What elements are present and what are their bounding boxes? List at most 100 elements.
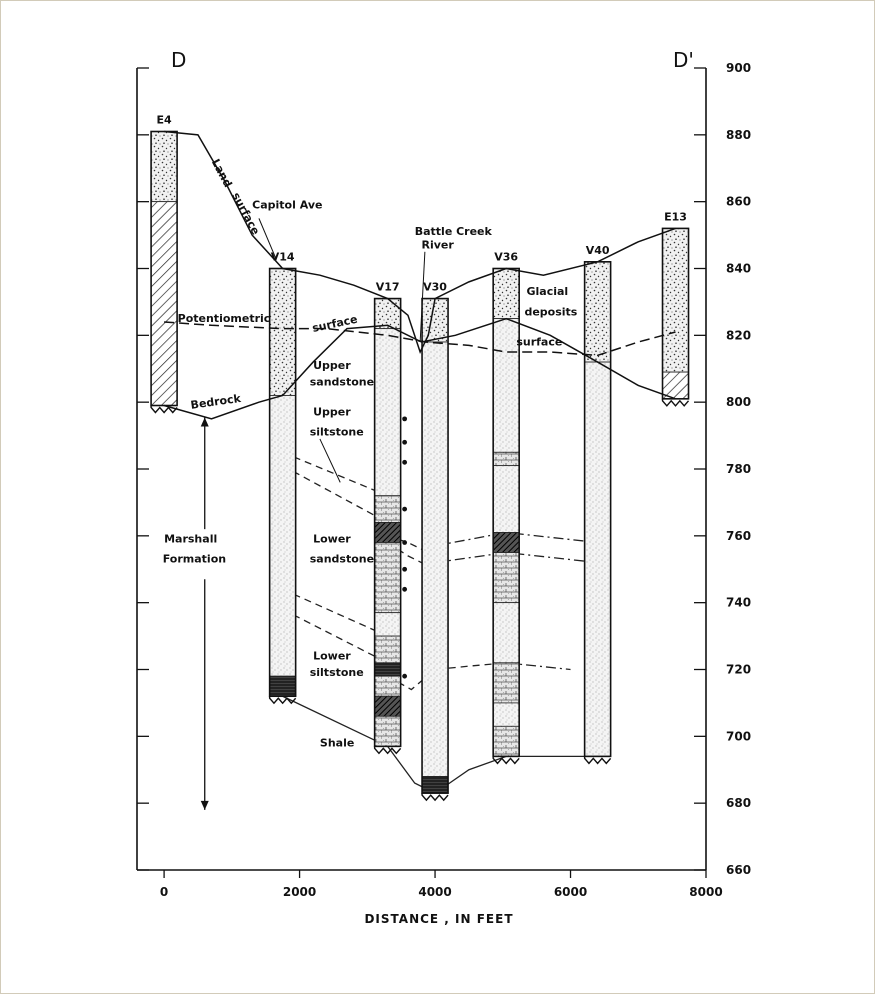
section-left-label: D — [171, 48, 186, 72]
well-v36-unit-7 — [492, 662, 520, 704]
v17-marker-5 — [402, 566, 408, 572]
well-v36-unit-2 — [492, 451, 520, 467]
capitol-ave-label: Capitol Ave — [252, 198, 322, 211]
v17-marker-6 — [402, 586, 408, 592]
y-tick-label-760: 760 — [726, 529, 751, 543]
well-label-v14: V14 — [271, 251, 295, 264]
lower-sandstone-label: Lower — [313, 533, 351, 546]
well-label-v17: V17 — [376, 281, 400, 294]
correlation-lines — [282, 451, 598, 794]
v17-marker-3 — [402, 506, 408, 512]
well-v30-unit-1 — [421, 341, 449, 777]
well-e13-unit-0 — [662, 227, 689, 373]
land-surface-label-2: surface — [229, 190, 262, 237]
v17-marker-2 — [402, 459, 408, 465]
correlation-line-6 — [282, 588, 388, 637]
well-v30-unit-2 — [421, 776, 449, 794]
well-e4: E4 — [150, 113, 178, 414]
lower-sandstone-label-2: sandstone — [310, 553, 374, 566]
well-v17-unit-6 — [374, 635, 402, 664]
well-v17-unit-1 — [374, 328, 402, 497]
land-surface-line — [164, 130, 676, 355]
correlation-line-10 — [282, 695, 388, 747]
correlation-line-5 — [434, 551, 598, 564]
section-right-label: D' — [673, 48, 694, 72]
upper-sandstone-label-2: sandstone — [310, 375, 374, 388]
correlation-line-0 — [282, 451, 388, 497]
correlation-line-8 — [387, 662, 507, 691]
well-v40-unit-1 — [584, 361, 612, 757]
well-v36-unit-0 — [492, 268, 520, 320]
glacial-deposits-label: Glacial — [526, 285, 568, 298]
y-tick-label-820: 820 — [726, 328, 751, 342]
upper-sandstone-label: Upper — [313, 359, 351, 372]
well-v30: V30 — [421, 281, 449, 802]
x-tick-label-4000: 4000 — [418, 885, 451, 899]
well-v17-unit-8 — [374, 675, 402, 697]
well-v14-unit-1 — [269, 395, 297, 677]
well-v36-unit-8 — [492, 702, 520, 727]
river-pointer — [419, 251, 426, 343]
marshall-arrowhead-up — [200, 417, 209, 427]
bedrock-surface-line — [163, 317, 676, 420]
well-v30-base — [421, 793, 449, 802]
x-tick-label-8000: 8000 — [689, 885, 722, 899]
well-columns: E4 V14 V17 V30 V36 V40 E13 — [150, 113, 690, 802]
potentiometric-surface-line — [164, 321, 676, 357]
well-v36-base — [492, 756, 520, 765]
marshall-arrowhead-down — [200, 800, 209, 810]
well-v36-unit-3 — [492, 465, 520, 533]
well-v36-unit-1 — [492, 318, 520, 453]
marshall-label: Marshall — [164, 533, 217, 546]
y-tick-label-860: 860 — [726, 195, 751, 209]
well-v36-unit-6 — [492, 602, 520, 664]
upper-siltstone-pointer — [319, 438, 341, 483]
y-tick-label-740: 740 — [726, 596, 751, 610]
lower-siltstone-label: Lower — [313, 649, 351, 662]
well-e13-unit-1 — [662, 371, 689, 400]
surface-right-label: surface — [516, 335, 562, 348]
well-v14-base — [268, 696, 297, 705]
well-v17-unit-7 — [374, 662, 402, 677]
y-tick-label-720: 720 — [726, 663, 751, 677]
well-v17-unit-2 — [374, 495, 402, 523]
y-tick-label-880: 880 — [726, 128, 751, 142]
well-v36-unit-5 — [492, 552, 520, 604]
well-e4-base — [150, 405, 178, 414]
capitol-ave-pointer — [258, 218, 277, 259]
well-e4-unit-1 — [150, 201, 178, 406]
well-label-e13: E13 — [664, 210, 687, 223]
well-e4-unit-0 — [150, 131, 178, 203]
well-v40: V40 — [583, 244, 612, 765]
well-v17-unit-5 — [374, 612, 402, 637]
x-tick-label-2000: 2000 — [283, 885, 316, 899]
correlation-line-7 — [282, 608, 388, 664]
x-tick-label-6000: 6000 — [554, 885, 587, 899]
y-tick-label-800: 800 — [726, 395, 751, 409]
y-tick-label-840: 840 — [726, 262, 751, 276]
x-axis-title: DISTANCE , IN FEET — [364, 912, 513, 926]
well-v36-unit-4 — [492, 532, 520, 553]
y-tick-label-780: 780 — [726, 462, 751, 476]
well-v40-base — [583, 756, 612, 765]
upper-siltstone-label-2: siltstone — [310, 426, 364, 439]
marshall-label-2: Formation — [163, 553, 226, 566]
y-tick-label-700: 700 — [726, 729, 751, 743]
y-tick-label-680: 680 — [726, 796, 751, 810]
correlation-line-12 — [434, 755, 598, 794]
land-surface-label: Land — [209, 157, 235, 190]
correlation-line-1 — [282, 465, 388, 524]
well-v17-unit-9 — [374, 695, 402, 717]
river-label: River — [422, 238, 455, 251]
well-v36-unit-9 — [492, 725, 520, 757]
well-v40-unit-0 — [584, 261, 612, 363]
well-e13-base — [661, 398, 690, 407]
well-v17-base — [373, 746, 402, 755]
glacial-deposits-label-2: deposits — [524, 305, 577, 318]
well-label-v40: V40 — [586, 244, 610, 257]
well-v17-unit-4 — [374, 542, 402, 614]
bedrock-label: Bedrock — [190, 392, 243, 412]
well-v30-unit-0 — [421, 298, 449, 343]
x-tick-label-0: 0 — [160, 885, 168, 899]
